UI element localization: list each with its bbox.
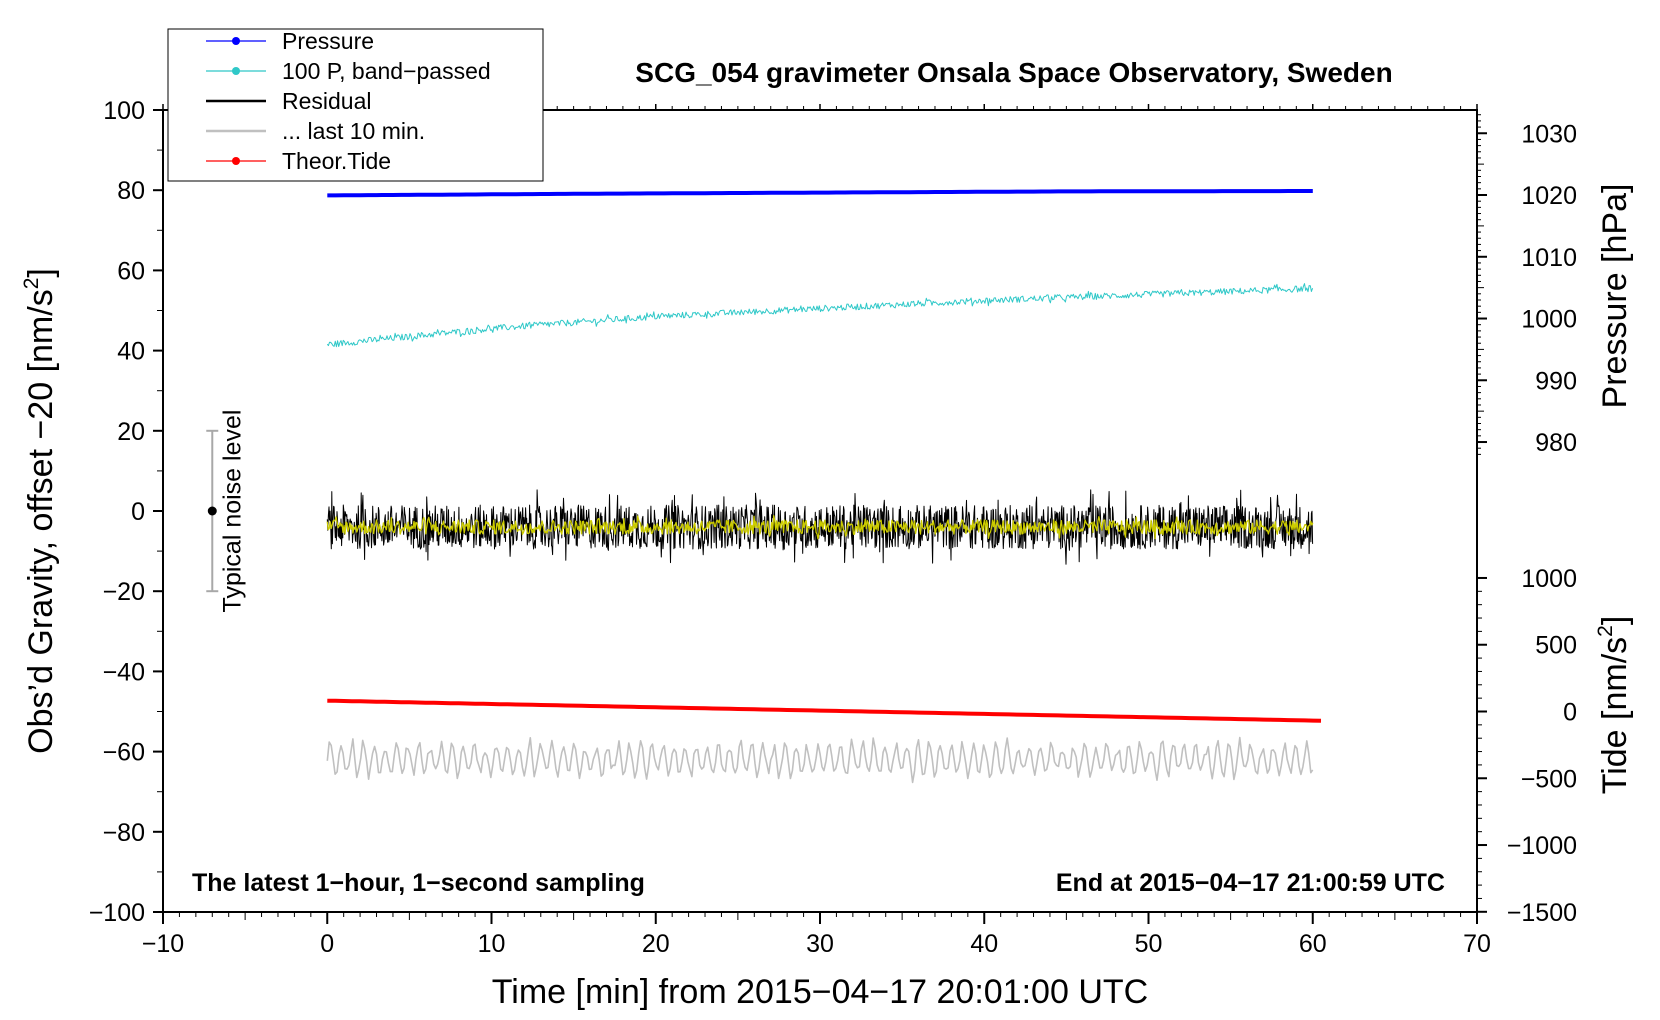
y-tick-label: −100 [89,899,145,927]
tide-tick-label: 0 [1563,699,1577,727]
y-tick-label: −40 [103,658,145,686]
series-residual-smoothed [326,514,1314,540]
series-100p-bandpassed [326,283,1314,348]
noise-bar: Typical noise level [206,410,246,613]
series-layer [326,189,1322,784]
tide-tick-label: 500 [1535,632,1577,660]
y-tick-label: −20 [103,578,145,606]
tide-tick-label: −1000 [1507,832,1577,860]
plot-frame [162,109,1478,913]
pressure-tick-label: 1030 [1521,120,1577,148]
tide-tick-label: −500 [1521,765,1577,793]
y-tick-label: 40 [117,338,145,366]
y-tick-label: 100 [103,97,145,125]
legend-label: 100 P, band−passed [282,58,491,84]
x-tick-label: 50 [1135,930,1163,958]
x-tick-label: 40 [970,930,998,958]
annotation-left: The latest 1−hour, 1−second sampling [192,869,645,897]
legend: Pressure 100 P, band−passed Residual ... la… [167,28,544,182]
x-tick-label: 10 [478,930,506,958]
pressure-tick-label: 1020 [1521,182,1577,210]
pressure-tick-label: 990 [1535,367,1577,395]
x-axis-label: Time [min] from 2015−04−17 20:01:00 UTC [492,973,1148,1011]
y-tick-label: 20 [117,418,145,446]
y-tick-label: −80 [103,819,145,847]
x-tick-label: −10 [142,930,184,958]
x-tick-label: 30 [806,930,834,958]
x-tick-label: 70 [1463,930,1491,958]
noise-bar-label: Typical noise level [218,410,246,613]
legend-label: ... last 10 min. [282,118,425,144]
axes-layer: −10 0 10 20 30 40 50 60 70100806040200−20−40−60−… [89,97,1577,958]
chart-title: SCG_054 gravimeter Onsala Space Observat… [635,57,1392,88]
legend-label: Residual [282,88,372,114]
pressure-tick-label: 1010 [1521,244,1577,272]
y-axis-label: Obs’d Gravity, offset −20 [nm/s2] [20,268,60,754]
y-tick-label: 0 [131,498,145,526]
x-tick-label: 60 [1299,930,1327,958]
y-tick-label: 60 [117,257,145,285]
legend-items: Pressure 100 P, band−passed Residual ... la… [206,28,491,174]
pressure-axis-label: Pressure [hPa] [1596,184,1634,409]
legend-marker [232,157,240,165]
x-tick-label: 0 [320,930,334,958]
tide-tick-label: −1500 [1507,899,1577,927]
tide-tick-label: 1000 [1521,565,1577,593]
pressure-tick-label: 1000 [1521,306,1577,334]
series-residual [326,489,1314,565]
series-theor-tide [327,698,1322,723]
tide-axis-label: Tide [nm/s2] [1594,616,1634,795]
y-tick-label: 80 [117,177,145,205]
legend-marker [232,37,240,45]
legend-marker [232,67,240,75]
pressure-tick-label: 980 [1535,429,1577,457]
noise-bar-dot [207,506,217,516]
series-last-10-min [326,736,1314,784]
y-tick-label: −60 [103,739,145,767]
legend-label: Pressure [282,28,374,54]
legend-box [167,28,544,182]
series-pressure [327,189,1313,198]
legend-label: Theor.Tide [282,148,391,174]
x-tick-label: 20 [642,930,670,958]
annotation-right: End at 2015−04−17 21:00:59 UTC [1056,869,1445,897]
